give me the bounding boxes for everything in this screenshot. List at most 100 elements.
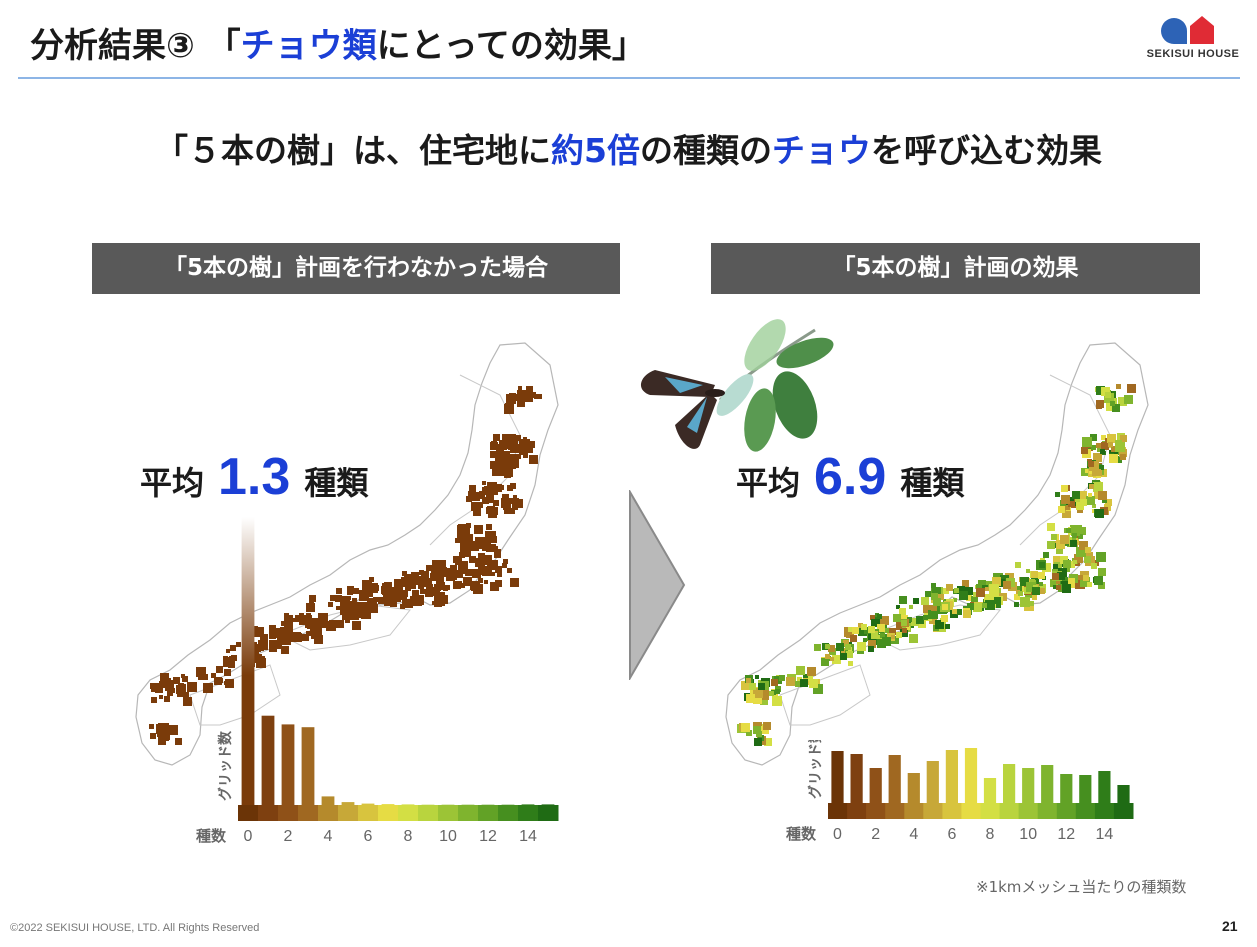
footnote: ※1kmメッシュ当たりの種類数 — [976, 878, 1187, 896]
x-axis-label: 種数 — [196, 827, 227, 845]
x-tick-label: 2 — [284, 828, 293, 845]
color-scale-cell — [238, 805, 259, 821]
histogram-bar — [241, 517, 255, 805]
average-with: 平均 6.9 種類 — [736, 448, 965, 506]
color-scale-cell — [338, 805, 359, 821]
x-axis-label: 種数 — [786, 825, 817, 843]
histogram-bar — [321, 796, 335, 805]
title-divider — [18, 77, 1240, 79]
page-title: 分析結果③ 「チョウ類にとっての効果」 — [30, 26, 646, 66]
color-scale-cell — [1075, 803, 1096, 819]
histogram-with: 0 2 4 6 8 10 12 14 種数 グリッド数 — [786, 740, 1134, 843]
color-scale-cell — [866, 803, 886, 819]
color-scale-cell — [942, 803, 962, 819]
japan-map-without — [135, 342, 559, 766]
color-scale-cell — [398, 805, 419, 821]
color-scale-cell — [258, 805, 279, 821]
histogram-bar — [926, 761, 939, 803]
histogram-bar — [341, 802, 355, 805]
histogram-bar — [541, 804, 555, 805]
color-scale-cell — [498, 805, 519, 821]
histogram-bar — [907, 773, 920, 803]
histogram-bar — [945, 750, 958, 803]
color-scale-cell — [278, 805, 299, 821]
histogram-bar — [983, 778, 997, 803]
histogram-bar — [401, 804, 415, 805]
x-tick-label: 2 — [871, 826, 880, 843]
color-scale-cell — [885, 803, 905, 819]
x-tick-label: 0 — [833, 826, 842, 843]
color-scale-cell — [318, 805, 339, 821]
color-scale-cell — [458, 805, 479, 821]
color-scale-cell — [378, 805, 399, 821]
title-highlight: チョウ類 — [240, 26, 377, 66]
histogram-bar — [850, 754, 863, 803]
color-scale-cell — [961, 803, 981, 819]
average-value: 1.3 — [218, 448, 291, 506]
histogram-bar — [1003, 764, 1016, 803]
panel-heading-with: 「5本の樹」計画の効果 — [711, 243, 1200, 294]
color-scale-cell — [298, 805, 319, 821]
histogram-bar — [831, 751, 844, 803]
x-tick-label: 4 — [324, 828, 333, 845]
color-scale-cell — [1113, 803, 1134, 819]
headline: 「５本の樹」は、住宅地に約5倍の種類のチョウを呼び込む効果 — [155, 131, 1102, 170]
histogram-bar — [261, 715, 275, 805]
color-scale-cell — [1094, 803, 1115, 819]
color-scale-cell — [923, 803, 943, 819]
histogram-bar — [381, 804, 395, 805]
comparison-arrow-icon — [629, 490, 686, 680]
color-scale-cell — [828, 803, 848, 819]
average-without: 平均 1.3 種類 — [140, 448, 369, 506]
average-value: 6.9 — [814, 448, 887, 506]
y-axis-label: グリッド数 — [807, 740, 824, 799]
color-scale-cell — [478, 805, 499, 821]
color-scale-cell — [418, 805, 439, 821]
color-scale-cell — [538, 805, 559, 821]
histogram-bar — [1022, 768, 1035, 803]
color-scale-cell — [999, 803, 1020, 819]
x-tick-label: 8 — [404, 828, 413, 845]
histogram-bar — [361, 803, 375, 805]
x-tick-label: 4 — [909, 826, 918, 843]
x-tick-label: 0 — [244, 828, 253, 845]
color-scale-cell — [1037, 803, 1058, 819]
y-axis-label: グリッド数 — [217, 730, 234, 801]
logo-wordmark: SEKISUI HOUSE — [1146, 48, 1240, 60]
japan-map-with — [725, 342, 1149, 766]
copyright: ©2022 SEKISUI HOUSE, LTD. All Rights Res… — [10, 922, 260, 934]
x-tick-label: 12 — [479, 828, 497, 845]
histogram-bar — [1079, 775, 1092, 803]
color-scale-cell — [518, 805, 539, 821]
histogram-bar — [1041, 765, 1054, 803]
histogram-bar — [301, 727, 315, 805]
sekisui-house-logo — [1161, 16, 1214, 44]
page-number: 21 — [1222, 918, 1238, 934]
histogram-bar — [521, 804, 535, 805]
x-tick-label: 14 — [1096, 826, 1114, 843]
histogram-bar — [1060, 774, 1073, 803]
histogram-bar — [281, 724, 295, 805]
x-tick-label: 10 — [1019, 826, 1037, 843]
color-scale-cell — [980, 803, 1001, 819]
color-scale-cell — [358, 805, 379, 821]
x-tick-label: 10 — [439, 828, 457, 845]
butterfly-illustration — [640, 319, 834, 452]
histogram-bar — [1098, 771, 1111, 803]
x-tick-label: 6 — [947, 826, 956, 843]
color-scale-cell — [1056, 803, 1077, 819]
color-scale-cell — [438, 805, 459, 821]
color-scale-cell — [904, 803, 924, 819]
histogram-bar — [1117, 785, 1130, 803]
histogram-bar — [869, 768, 882, 803]
color-scale-cell — [847, 803, 867, 819]
color-scale-cell — [1018, 803, 1039, 819]
x-tick-label: 14 — [519, 828, 537, 845]
x-tick-label: 6 — [364, 828, 373, 845]
histogram-bar — [888, 755, 901, 803]
histogram-bar — [964, 748, 978, 803]
histogram-without: 0 2 4 6 8 10 12 14 種数 グリッド数 — [196, 517, 559, 845]
x-tick-label: 8 — [986, 826, 995, 843]
panel-heading-without: 「5本の樹」計画を行わなかった場合 — [92, 243, 620, 294]
x-tick-label: 12 — [1057, 826, 1075, 843]
